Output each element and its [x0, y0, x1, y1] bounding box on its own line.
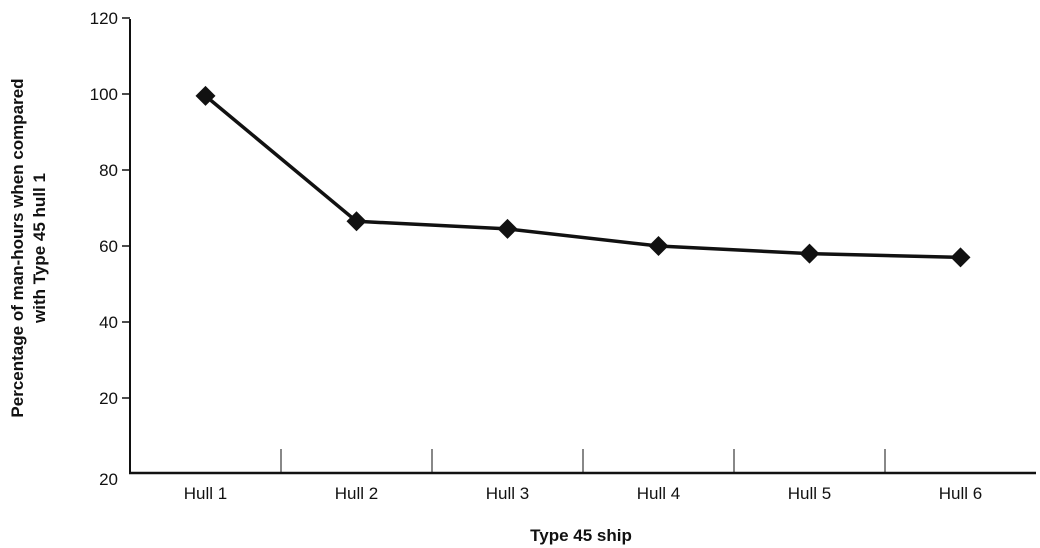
y-tick-label: 60 — [99, 237, 118, 256]
x-tick-label: Hull 6 — [939, 484, 982, 503]
x-tick-label: Hull 3 — [486, 484, 529, 503]
data-point-diamond — [950, 247, 971, 268]
y-axis-title-line-2: with Type 45 hull 1 — [30, 173, 49, 324]
data-point-diamond — [195, 85, 216, 106]
y-tick-label: 120 — [90, 9, 118, 28]
data-point-diamond — [346, 211, 367, 232]
data-point-diamond — [799, 243, 820, 264]
x-tick-label: Hull 1 — [184, 484, 227, 503]
y-tick-label-bottom: 20 — [99, 470, 118, 489]
y-tick-label: 100 — [90, 85, 118, 104]
tick-labels: 120 100 80 60 40 20 20 Hull 1 Hull 2 Hull 3 Hull 4… — [90, 9, 983, 503]
data-point-diamond — [497, 218, 518, 239]
x-tick-label: Hull 4 — [637, 484, 680, 503]
x-tick-label: Hull 5 — [788, 484, 831, 503]
x-axis-title: Type 45 ship — [530, 526, 632, 545]
y-tick-label: 80 — [99, 161, 118, 180]
data-point-diamond — [648, 236, 669, 256]
series-line — [204, 94, 961, 260]
y-axis-title-line-1: Percentage of man-hours when compared — [8, 78, 27, 417]
y-tick-label: 40 — [99, 313, 118, 332]
axes — [122, 17, 1036, 475]
x-tick-label: Hull 2 — [335, 484, 378, 503]
y-axis-title: Percentage of man-hours when compared wi… — [8, 78, 49, 417]
y-tick-label: 20 — [99, 389, 118, 408]
series — [195, 85, 971, 268]
